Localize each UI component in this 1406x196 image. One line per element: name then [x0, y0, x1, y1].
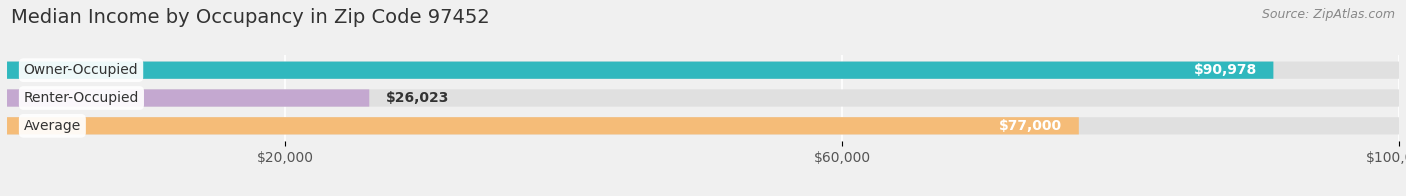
- FancyBboxPatch shape: [7, 62, 1399, 79]
- Text: $26,023: $26,023: [387, 91, 450, 105]
- Text: Median Income by Occupancy in Zip Code 97452: Median Income by Occupancy in Zip Code 9…: [11, 8, 491, 27]
- Text: Average: Average: [24, 119, 82, 133]
- FancyBboxPatch shape: [7, 117, 1399, 134]
- Text: Owner-Occupied: Owner-Occupied: [24, 63, 138, 77]
- FancyBboxPatch shape: [7, 89, 370, 107]
- FancyBboxPatch shape: [7, 62, 1274, 79]
- Text: $77,000: $77,000: [1000, 119, 1062, 133]
- FancyBboxPatch shape: [7, 89, 1399, 107]
- Text: $90,978: $90,978: [1194, 63, 1257, 77]
- Text: Renter-Occupied: Renter-Occupied: [24, 91, 139, 105]
- FancyBboxPatch shape: [7, 117, 1078, 134]
- Text: Source: ZipAtlas.com: Source: ZipAtlas.com: [1261, 8, 1395, 21]
